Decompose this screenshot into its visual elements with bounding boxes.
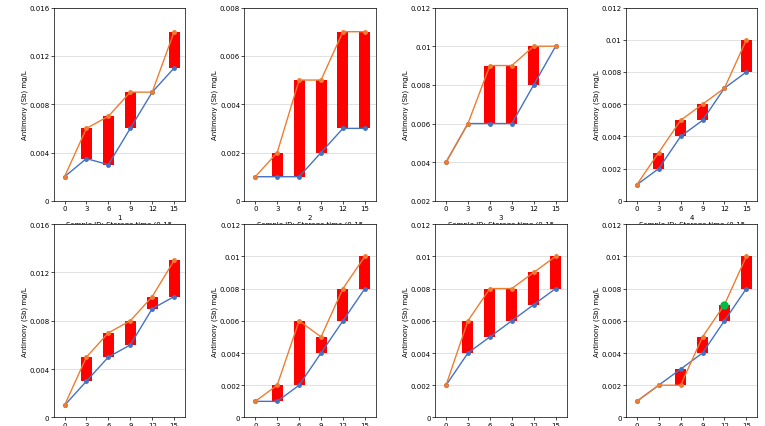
Bar [168,33,180,69]
Bar [528,47,539,86]
Bar [360,257,370,289]
Bar [360,33,370,129]
Bar [697,105,708,121]
X-axis label: 2
Sample ID; Storage time (0-15
days): 2 Sample ID; Storage time (0-15 days) [257,214,363,235]
Bar [81,129,92,159]
Bar [81,357,92,381]
Bar [741,40,752,73]
Legend: Room temperature, Sunlight Exposure: Room temperature, Sunlight Exposure [461,305,541,320]
Bar [463,321,474,353]
Legend: Room temperature, Sunlight Exposure: Room temperature, Sunlight Exposure [270,305,350,320]
Y-axis label: Antimony (Sb) mg/L: Antimony (Sb) mg/L [402,286,409,356]
Y-axis label: Antimony (Sb) mg/L: Antimony (Sb) mg/L [21,286,28,356]
Bar [315,337,327,353]
Bar [272,153,283,177]
Bar [697,337,708,353]
Bar [147,297,158,309]
Bar [337,33,348,129]
Bar [125,321,135,345]
Y-axis label: Antimony (Sb) mg/L: Antimony (Sb) mg/L [21,70,28,140]
Bar [125,93,135,129]
Bar [294,81,304,177]
Bar [675,369,686,386]
Y-axis label: Antimony (Sb) mg/L: Antimony (Sb) mg/L [594,70,600,140]
X-axis label: 1
Sample ID; Storage time (0-15
days): 1 Sample ID; Storage time (0-15 days) [67,214,172,235]
Bar [484,66,496,124]
Bar [484,289,496,337]
Legend: Room temperature, Sunlight Exposure: Room temperature, Sunlight Exposure [80,305,159,320]
Bar [315,81,327,153]
X-axis label: 4
Sample ID; Storage time (0-15
days): 4 Sample ID; Storage time (0-15 days) [639,214,744,235]
Bar [168,261,180,297]
Bar [653,153,664,169]
Bar [675,121,686,137]
Bar [741,257,752,289]
Y-axis label: Antimony (Sb) mg/L: Antimony (Sb) mg/L [402,70,409,140]
Bar [550,257,561,289]
Bar [103,117,114,165]
Y-axis label: Antimony (Sb) mg/L: Antimony (Sb) mg/L [212,286,219,356]
Y-axis label: Antimony (Sb) mg/L: Antimony (Sb) mg/L [212,70,219,140]
Bar [506,66,517,124]
Legend: Room temperature, Sunlight Exposure: Room temperature, Sunlight Exposure [652,305,731,320]
Bar [719,305,730,321]
Bar [103,333,114,357]
Bar [272,386,283,401]
Bar [294,321,304,386]
Bar [506,289,517,321]
X-axis label: 3
Sample ID; Storage time (0-15
days): 3 Sample ID; Storage time (0-15 days) [448,214,554,235]
Bar [337,289,348,321]
Y-axis label: Antimony (Sb) mg/L: Antimony (Sb) mg/L [594,286,600,356]
Bar [528,273,539,305]
